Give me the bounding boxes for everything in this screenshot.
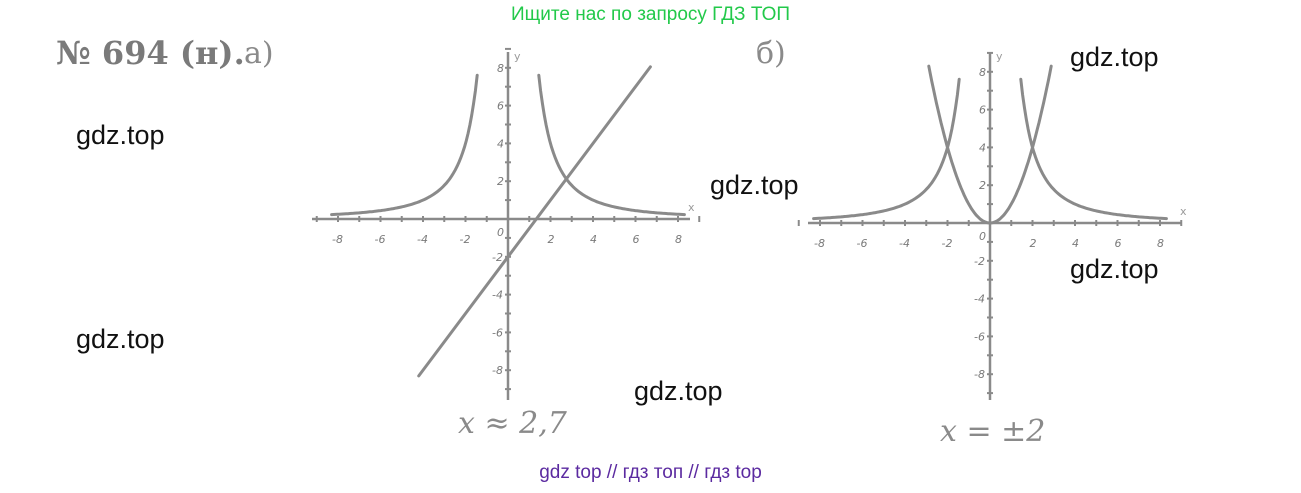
watermark: gdz.top	[76, 324, 165, 354]
y-tick-label: 6	[497, 100, 504, 113]
x-tick-label: -4	[899, 237, 910, 250]
y-axis-label: y	[996, 50, 1003, 63]
y-tick-label: -2	[492, 251, 503, 264]
x-axis-label: x	[1180, 205, 1187, 218]
x-tick-label: -2	[942, 237, 953, 250]
y-axis-label: y	[514, 50, 521, 63]
answer-a: x ≈ 2,7	[458, 406, 567, 441]
y-tick-label: 8	[979, 66, 986, 79]
footer-links: gdz top // гдз топ // гдз top	[539, 462, 762, 483]
watermark: gdz.top	[76, 120, 165, 150]
x-tick-label: 4	[590, 233, 597, 246]
y-tick-label: 8	[497, 62, 504, 75]
x-tick-label: -4	[417, 233, 428, 246]
x-tick-label: 2	[1030, 237, 1037, 250]
problem-number: № 694 (н).	[56, 34, 245, 72]
x-tick-label: -6	[857, 237, 868, 250]
x-tick-label: -8	[332, 233, 343, 246]
y-tick-label: -8	[492, 364, 503, 377]
x-tick-label: 2	[548, 233, 555, 246]
x-tick-label: 0	[497, 226, 504, 239]
x-tick-label: 0	[979, 230, 986, 243]
x-axis-label: x	[688, 201, 695, 214]
hyperbola-branch	[812, 77, 961, 221]
y-tick-label: 4	[497, 137, 504, 150]
y-tick-label: 6	[979, 104, 986, 117]
x-tick-label: 6	[1115, 237, 1122, 250]
part-a-label: а)	[244, 36, 274, 71]
y-tick-label: 2	[497, 175, 504, 188]
y-tick-label: -4	[492, 289, 503, 302]
y-tick-label: -2	[974, 255, 985, 268]
x-tick-label: -8	[814, 237, 825, 250]
y-tick-label: -8	[974, 368, 985, 381]
x-tick-label: 6	[633, 233, 640, 246]
y-tick-label: -6	[974, 330, 985, 343]
promo-banner: Ищите нас по запросу ГДЗ ТОП	[510, 4, 791, 25]
y-tick-label: 4	[979, 141, 986, 154]
answer-b: x = ±2	[940, 414, 1046, 449]
watermark: gdz.top	[634, 376, 723, 406]
watermark: gdz.top	[1070, 42, 1159, 72]
x-tick-label: 4	[1072, 237, 1079, 250]
y-tick-label: -6	[492, 326, 503, 339]
hyperbola-branch	[330, 73, 479, 217]
y-tick-label: 2	[979, 179, 986, 192]
watermark: gdz.top	[710, 170, 799, 200]
hyperbola-branch	[537, 73, 686, 217]
x-tick-label: -6	[375, 233, 386, 246]
watermark: gdz.top	[1070, 254, 1159, 284]
linear-function-line	[417, 65, 652, 378]
part-b-label: б)	[756, 36, 786, 71]
hyperbola-branch	[1019, 77, 1168, 221]
parabola-curve	[927, 64, 1053, 225]
y-tick-label: -4	[974, 293, 985, 306]
x-tick-label: 8	[1157, 237, 1164, 250]
x-tick-label: 8	[675, 233, 682, 246]
x-tick-label: -2	[460, 233, 471, 246]
